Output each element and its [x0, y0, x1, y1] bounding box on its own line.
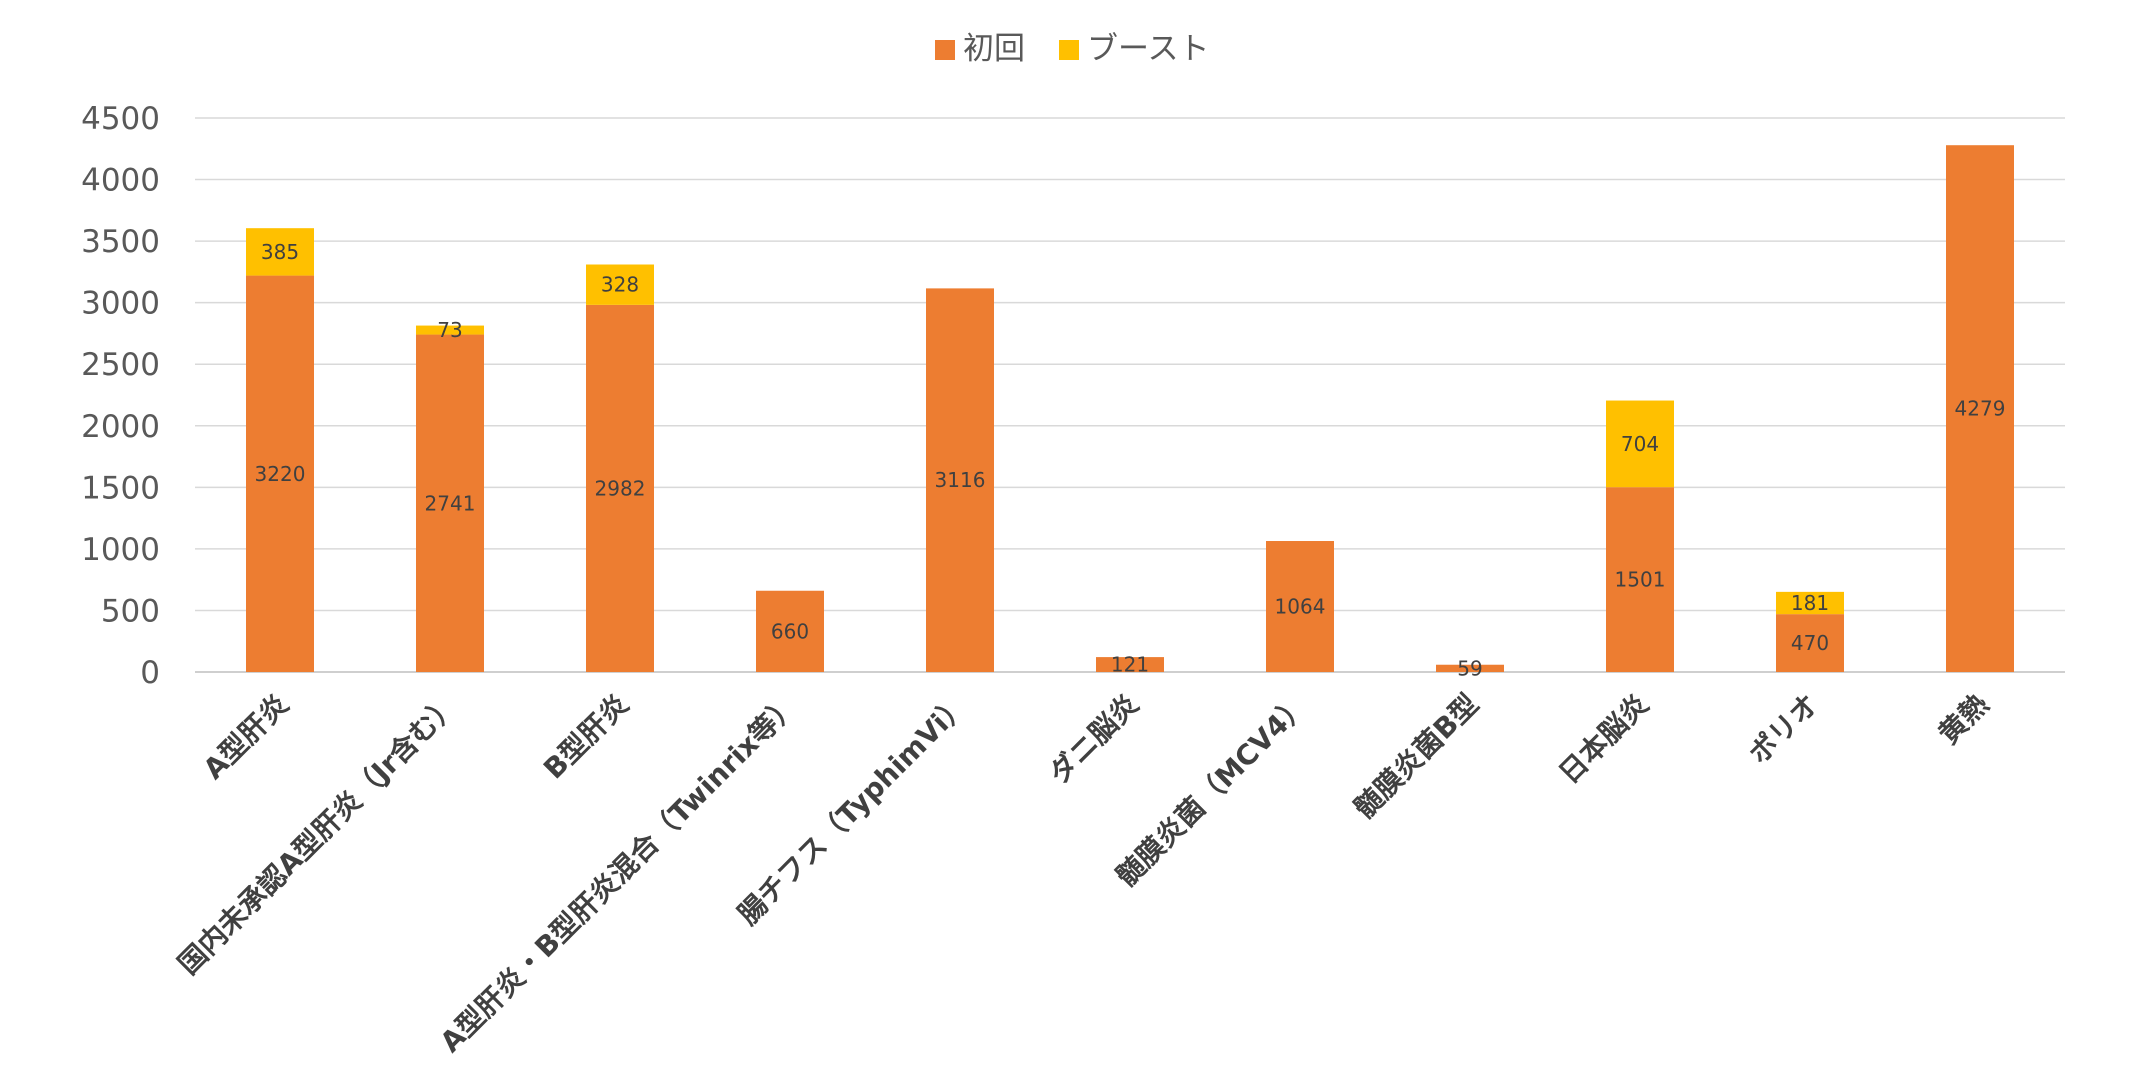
- bar-segment-initial: [1946, 145, 2014, 673]
- y-tick-label: 500: [101, 593, 160, 629]
- data-label: 4279: [1955, 397, 2006, 421]
- data-label: 1064: [1275, 595, 1326, 619]
- bar-segment-boost: [246, 228, 314, 276]
- bar-segment-initial: [1096, 657, 1164, 672]
- data-label: 121: [1111, 653, 1149, 677]
- x-category-label: 髄膜炎菌（MCV4）: [1109, 688, 1314, 893]
- bars: [246, 145, 2014, 673]
- y-tick-label: 1500: [81, 470, 160, 506]
- bar-segment-initial: [416, 334, 484, 672]
- data-label: 3220: [255, 462, 306, 486]
- bar-segment-initial: [1606, 487, 1674, 672]
- data-label: 59: [1457, 656, 1482, 680]
- x-category-label: 国内未承認A型肝炎（Jr含む）: [172, 688, 465, 981]
- bar-segment-initial: [926, 288, 994, 672]
- x-category-label: ポリオ: [1742, 688, 1825, 771]
- data-label: 3116: [935, 468, 986, 492]
- legend-label: ブースト: [1087, 31, 1209, 67]
- x-category-label: ダニ脳炎: [1042, 688, 1145, 791]
- y-tick-label: 0: [140, 655, 160, 691]
- legend: 初回 ブースト: [935, 31, 1209, 67]
- bar-segment-initial: [1436, 664, 1504, 672]
- bar-segment-initial: [586, 304, 654, 672]
- legend-swatch: [935, 40, 955, 60]
- bar-segment-boost: [1606, 400, 1674, 488]
- gridlines: [195, 117, 2065, 673]
- bar-segment-boost: [586, 264, 654, 305]
- bar-segment-initial: [1776, 614, 1844, 672]
- x-category-label: 髄膜炎菌B型: [1348, 688, 1485, 825]
- legend-swatch: [1059, 40, 1079, 60]
- y-tick-label: 4500: [81, 101, 160, 137]
- x-category-label: A型肝炎: [197, 688, 295, 786]
- y-tick-label: 2500: [81, 347, 160, 383]
- y-axis: 0 500 1000 1500 2000 2500 3000 3500 4000 4500: [81, 101, 160, 691]
- y-tick-label: 4000: [81, 163, 160, 199]
- y-tick-label: 3000: [81, 286, 160, 322]
- data-label: 73: [437, 318, 462, 342]
- y-tick-label: 3500: [81, 224, 160, 260]
- y-tick-label: 2000: [81, 409, 160, 445]
- data-label: 470: [1791, 631, 1829, 655]
- legend-label: 初回: [963, 31, 1025, 67]
- x-category-label: 黄熱: [1932, 688, 1995, 751]
- y-tick-label: 1000: [81, 532, 160, 568]
- x-category-label: 日本脳炎: [1552, 688, 1655, 791]
- data-label: 181: [1791, 591, 1829, 615]
- bar-segment-initial: [246, 275, 314, 672]
- bar-segment-boost: [416, 325, 484, 335]
- x-category-label: B型肝炎: [537, 688, 635, 786]
- data-label: 2741: [425, 491, 476, 515]
- bar-segment-boost: [1776, 591, 1844, 615]
- x-category-label: A型肝炎・B型肝炎混合（Twinrix等）: [434, 688, 805, 1059]
- bar-segment-initial: [756, 590, 824, 672]
- data-label: 2982: [595, 476, 646, 500]
- data-labels: 3220 385 2741 73 2982 328 660 3116 121 1064 59 1501…: [255, 240, 2006, 680]
- data-label: 660: [771, 619, 809, 643]
- bar-segment-initial: [1266, 541, 1334, 672]
- data-label: 704: [1621, 432, 1659, 456]
- data-label: 385: [261, 240, 299, 264]
- data-label: 1501: [1615, 568, 1666, 592]
- data-label: 328: [601, 273, 639, 297]
